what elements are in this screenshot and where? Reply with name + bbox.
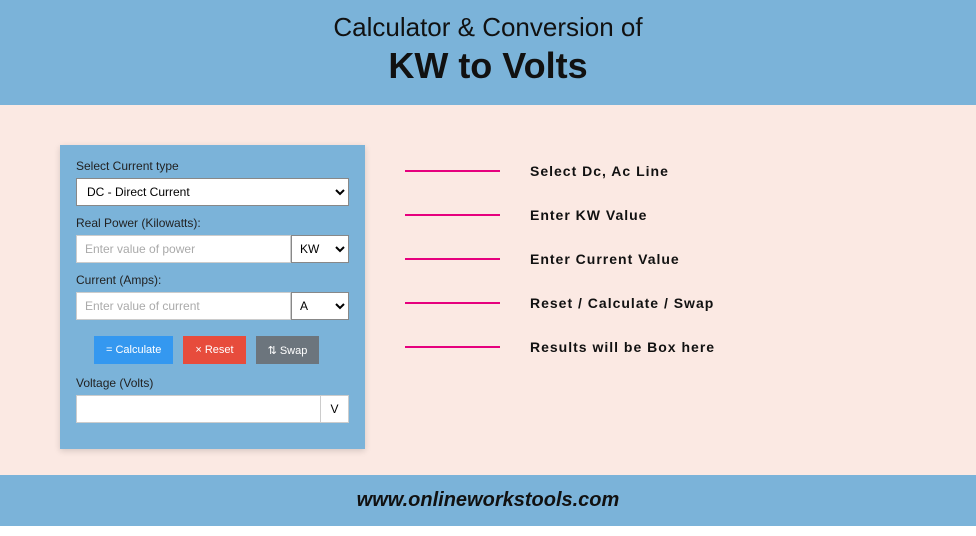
page-header: Calculator & Conversion of KW to Volts (0, 0, 976, 105)
button-row: = Calculate × Reset ⇅ Swap (76, 330, 349, 376)
current-type-field: Select Current type DC - Direct Current (76, 159, 349, 206)
current-label: Current (Amps): (76, 273, 349, 287)
voltage-field: Voltage (Volts) V (76, 376, 349, 423)
reset-button[interactable]: × Reset (183, 336, 245, 364)
annotation-text: Select Dc, Ac Line (530, 163, 669, 179)
current-field: Current (Amps): A (76, 273, 349, 320)
header-title: KW to Volts (0, 45, 976, 87)
annotation-line-icon (405, 170, 500, 172)
power-label: Real Power (Kilowatts): (76, 216, 349, 230)
annotation-text: Results will be Box here (530, 339, 715, 355)
current-type-label: Select Current type (76, 159, 349, 173)
power-field: Real Power (Kilowatts): KW (76, 216, 349, 263)
annotation-row: Select Dc, Ac Line (405, 163, 936, 179)
annotation-row: Enter KW Value (405, 207, 936, 223)
annotation-line-icon (405, 302, 500, 304)
annotation-text: Enter Current Value (530, 251, 680, 267)
annotation-text: Enter KW Value (530, 207, 647, 223)
current-type-select[interactable]: DC - Direct Current (76, 178, 349, 206)
annotation-line-icon (405, 346, 500, 348)
power-input[interactable] (76, 235, 291, 263)
voltage-label: Voltage (Volts) (76, 376, 349, 390)
annotation-row: Enter Current Value (405, 251, 936, 267)
annotations-column: Select Dc, Ac Line Enter KW Value Enter … (405, 145, 936, 383)
current-unit-select[interactable]: A (291, 292, 349, 320)
voltage-output[interactable] (76, 395, 321, 423)
annotation-line-icon (405, 214, 500, 216)
calculator-panel: Select Current type DC - Direct Current … (60, 145, 365, 449)
annotation-row: Reset / Calculate / Swap (405, 295, 936, 311)
footer-url: www.onlineworkstools.com (357, 489, 620, 511)
annotation-line-icon (405, 258, 500, 260)
calculate-button[interactable]: = Calculate (94, 336, 173, 364)
current-input[interactable] (76, 292, 291, 320)
page-footer: www.onlineworkstools.com (0, 475, 976, 526)
voltage-unit: V (321, 395, 349, 423)
header-subtitle: Calculator & Conversion of (0, 12, 976, 43)
main-content: Select Current type DC - Direct Current … (0, 105, 976, 475)
annotation-text: Reset / Calculate / Swap (530, 295, 714, 311)
annotation-row: Results will be Box here (405, 339, 936, 355)
power-unit-select[interactable]: KW (291, 235, 349, 263)
swap-button[interactable]: ⇅ Swap (256, 336, 320, 364)
